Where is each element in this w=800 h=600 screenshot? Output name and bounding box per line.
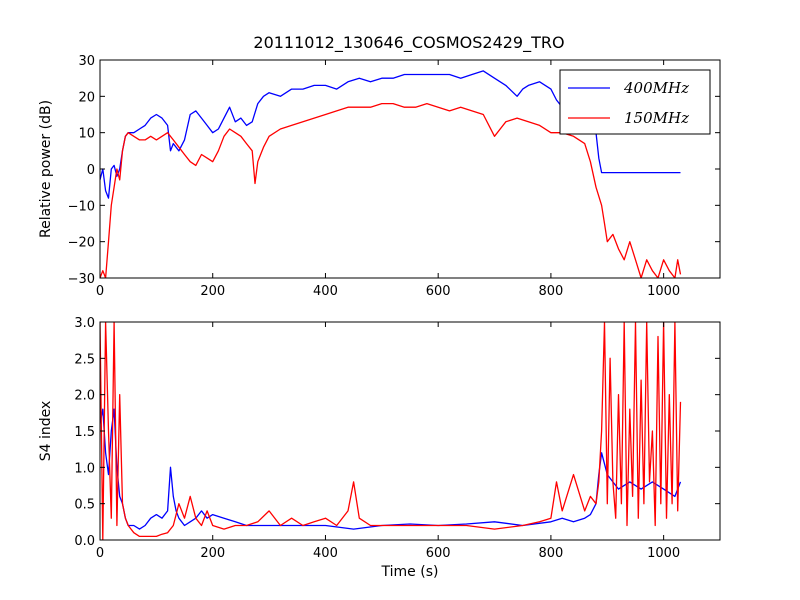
x-tick-label: 1000 (647, 284, 680, 299)
y-tick-label: −30 (68, 272, 95, 287)
series-line-400mhz (100, 70, 681, 199)
x-tick-label: 0 (96, 546, 104, 561)
y-tick-label: 0.0 (74, 534, 95, 549)
x-tick-label: 0 (96, 284, 104, 299)
y-axis-label: S4 index (38, 401, 54, 462)
legend-box (559, 69, 711, 135)
x-tick-label: 600 (426, 546, 451, 561)
x-tick-label: 400 (313, 546, 338, 561)
y-tick-label: 1.0 (74, 461, 95, 476)
series-group (100, 322, 682, 540)
series-group (100, 70, 682, 278)
y-tick-label: 3.0 (74, 316, 95, 331)
series-line-150mhz (100, 102, 682, 278)
power-panel: 0 200 400 600 800 1000 −30 −20 −10 0 10 20 30 Relativ… (38, 54, 721, 299)
x-axis-label: Time (s) (381, 564, 439, 580)
y-tick-label: −10 (68, 199, 95, 214)
chart-title: 20111012_130646_COSMOS2429_TRO (253, 33, 564, 53)
legend-label: 400MHz (623, 79, 689, 97)
y-tick-label: −20 (68, 236, 95, 251)
y-tick-label: 0.5 (74, 498, 95, 513)
x-tick-label: 200 (200, 284, 225, 299)
x-tick-label: 800 (538, 546, 563, 561)
x-tick-label: 200 (200, 546, 225, 561)
y-tick-label: 10 (78, 127, 95, 142)
y-tick-label: 0 (87, 163, 95, 178)
legend: 400MHz 150MHz (559, 69, 711, 135)
y-tick-label: 1.5 (74, 425, 95, 440)
y-tick-label: 30 (78, 54, 95, 69)
x-tick-label: 1000 (647, 546, 680, 561)
legend-label: 150MHz (624, 109, 689, 127)
x-tick-label: 600 (426, 284, 451, 299)
x-tick-label: 400 (313, 284, 338, 299)
y-tick-label: 20 (78, 90, 95, 105)
s4-panel: 0 200 400 600 800 1000 0.0 0.5 1.0 1.5 2.0 2.5 3.0 S4… (38, 316, 721, 580)
series-line-150mhz (100, 322, 682, 540)
y-axis-label: Relative power (dB) (38, 100, 54, 238)
x-tick-label: 800 (538, 284, 563, 299)
y-tick-label: 2.0 (74, 389, 95, 404)
y-tick-label: 2.5 (74, 352, 95, 367)
